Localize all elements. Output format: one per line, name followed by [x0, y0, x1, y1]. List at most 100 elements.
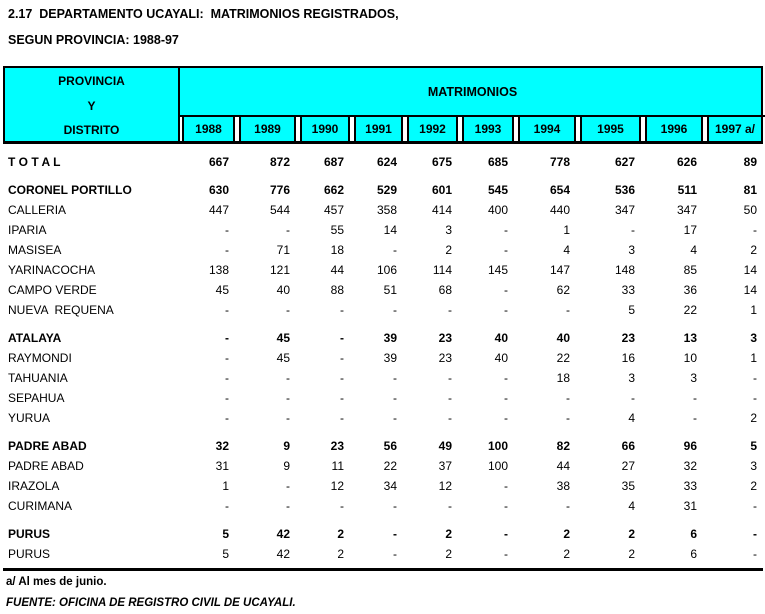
cell-value: 44 — [556, 459, 570, 473]
cell-value: 685 — [487, 155, 508, 169]
table-row: NUEVA REQUENA - - - - - - - 5 22 1 — [3, 300, 763, 320]
table-title-line2: SEGUN PROVINCIA: 1988-97 — [8, 33, 179, 47]
cell-value: - — [286, 223, 290, 237]
cell-value: 3 — [445, 223, 452, 237]
cell-value: 37 — [438, 459, 452, 473]
cell-value: 3 — [690, 371, 697, 385]
cell-value: 39 — [383, 331, 397, 345]
year-header-label: 1993 — [462, 117, 514, 141]
cell-value: 10 — [683, 351, 697, 365]
cell-value: 35 — [621, 479, 635, 493]
cell-value: - — [393, 547, 397, 561]
cell-value: - — [225, 243, 229, 257]
cell-value: 9 — [283, 439, 290, 453]
cell-value: - — [393, 243, 397, 257]
cell-value: 49 — [438, 439, 452, 453]
year-header-cell: 1990 — [298, 117, 352, 141]
cell-value: 627 — [614, 155, 635, 169]
cell-value: 33 — [621, 283, 635, 297]
table-row: CAMPO VERDE 45 40 88 51 68 - 62 33 36 14 — [3, 280, 763, 300]
cell-value: 32 — [683, 459, 697, 473]
cell-value: - — [566, 499, 570, 513]
cell-value: 56 — [383, 439, 397, 453]
table-row: ATALAYA - 45 - 39 23 40 40 23 13 3 — [3, 328, 763, 348]
row-label: PADRE ABAD — [8, 459, 84, 473]
cell-value: - — [393, 371, 397, 385]
cell-value: - — [631, 391, 635, 405]
cell-value: - — [448, 303, 452, 317]
cell-value: 1 — [563, 223, 570, 237]
cell-value: - — [504, 303, 508, 317]
row-label: SEPAHUA — [8, 391, 65, 405]
row-label: RAYMONDI — [8, 351, 72, 365]
cell-value: - — [225, 499, 229, 513]
cell-value: 27 — [621, 459, 635, 473]
year-header-label: 1990 — [300, 117, 350, 141]
cell-value: 31 — [683, 499, 697, 513]
cell-value: - — [504, 283, 508, 297]
cell-value: 50 — [743, 203, 757, 217]
cell-value: 71 — [276, 243, 290, 257]
cell-value: 2 — [563, 547, 570, 561]
cell-value: 2 — [445, 243, 452, 257]
cell-value: 1 — [222, 479, 229, 493]
cell-value: - — [286, 411, 290, 425]
cell-value: 626 — [676, 155, 697, 169]
row-label: PADRE ABAD — [8, 439, 87, 453]
row-label: IRAZOLA — [8, 479, 60, 493]
cell-value: 457 — [323, 203, 344, 217]
cell-value: - — [753, 547, 757, 561]
cell-value: 36 — [683, 283, 697, 297]
cell-value: - — [286, 499, 290, 513]
cell-value: 3 — [628, 371, 635, 385]
cell-value: - — [566, 391, 570, 405]
table-title-line1: 2.17 DEPARTAMENTO UCAYALI: MATRIMONIOS R… — [8, 7, 399, 21]
cell-value: 529 — [376, 183, 397, 197]
cell-value: - — [504, 391, 508, 405]
row-label: CORONEL PORTILLO — [8, 183, 132, 197]
cell-value: 40 — [494, 351, 508, 365]
cell-value: 45 — [215, 283, 229, 297]
cell-value: - — [225, 411, 229, 425]
cell-value: 687 — [323, 155, 344, 169]
year-header-cell: 1993 — [460, 117, 516, 141]
row-label: YURUA — [8, 411, 51, 425]
cell-value: - — [753, 527, 757, 541]
cell-value: 45 — [276, 331, 290, 345]
year-header-label: 1992 — [407, 117, 458, 141]
cell-value: 654 — [549, 183, 570, 197]
cell-value: 667 — [208, 155, 229, 169]
cell-value: 2 — [750, 479, 757, 493]
cell-value: 14 — [743, 283, 757, 297]
cell-value: 544 — [269, 203, 290, 217]
cell-value: 2 — [750, 411, 757, 425]
year-header-cell: 1991 — [352, 117, 405, 141]
row-label: CAMPO VERDE — [8, 283, 97, 297]
cell-value: - — [448, 499, 452, 513]
cell-value: - — [225, 331, 229, 345]
cell-value: 34 — [383, 479, 397, 493]
cell-value: 145 — [487, 263, 508, 277]
year-header-label: 1994 — [518, 117, 576, 141]
header-y-line: Y — [87, 98, 96, 113]
table-row: CURIMANA - - - - - - - 4 31 - — [3, 496, 763, 516]
table-row: IRAZOLA 1 - 12 34 12 - 38 35 33 2 — [3, 476, 763, 496]
cell-value: 3 — [750, 331, 757, 345]
row-label: PURUS — [8, 527, 51, 541]
row-label: YARINACOCHA — [8, 263, 96, 277]
cell-value: - — [504, 411, 508, 425]
cell-value: 12 — [438, 479, 452, 493]
cell-value: 440 — [549, 203, 570, 217]
cell-value: - — [393, 527, 397, 541]
cell-value: 42 — [276, 527, 290, 541]
cell-value: - — [393, 499, 397, 513]
cell-value: 2 — [337, 547, 344, 561]
header-matrimonios: MATRIMONIOS — [180, 68, 765, 117]
cell-value: - — [340, 391, 344, 405]
cell-value: 872 — [269, 155, 290, 169]
cell-value: - — [448, 391, 452, 405]
cell-value: 447 — [208, 203, 229, 217]
cell-value: 44 — [330, 263, 344, 277]
cell-value: 40 — [276, 283, 290, 297]
cell-value: 14 — [383, 223, 397, 237]
